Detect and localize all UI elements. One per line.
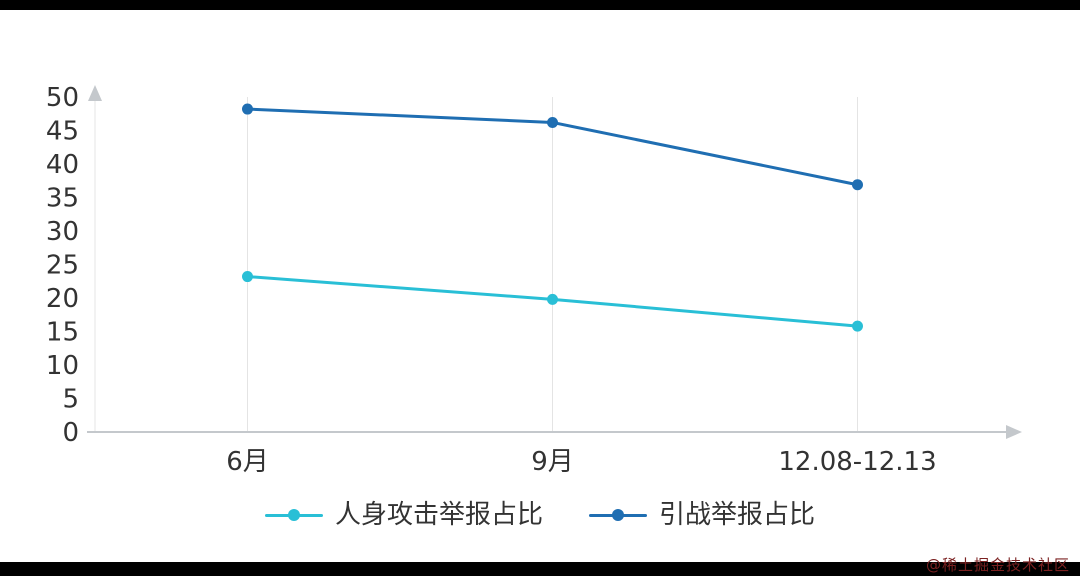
y-tick-label: 30 <box>46 217 79 247</box>
legend-line-swatch-icon <box>589 509 647 521</box>
y-tick-label: 20 <box>46 284 79 314</box>
y-tick-label: 35 <box>46 184 79 214</box>
data-point <box>852 179 863 191</box>
legend-label: 人身攻击举报占比 <box>334 500 543 530</box>
x-axis-arrow-icon <box>1006 425 1022 439</box>
legend-dot-icon <box>612 509 624 521</box>
x-tick-label: 12.08-12.13 <box>778 447 936 477</box>
watermark-text: @稀土掘金技术社区 <box>925 556 1070 574</box>
x-tick-label: 9月 <box>531 447 574 477</box>
y-tick-label: 15 <box>46 318 79 348</box>
y-tick-label: 25 <box>46 251 79 281</box>
y-tick-label: 5 <box>62 385 79 415</box>
legend-label: 引战举报占比 <box>659 500 816 530</box>
data-point <box>547 293 558 305</box>
y-tick-label: 50 <box>46 83 79 113</box>
data-point <box>242 271 253 283</box>
chart-legend: 人身攻击举报占比 引战举报占比 <box>0 502 1080 528</box>
legend-item-flamewar-reports[interactable]: 引战举报占比 <box>589 502 815 528</box>
top-letterbox-bar <box>0 0 1080 10</box>
bottom-letterbox-bar <box>0 562 1080 576</box>
legend-dot-icon <box>287 509 300 521</box>
data-point <box>852 320 863 332</box>
data-point <box>242 103 253 115</box>
y-axis-arrow-icon <box>88 85 102 101</box>
x-tick-label: 6月 <box>226 447 269 477</box>
y-tick-label: 40 <box>46 150 79 180</box>
legend-item-personal-attack-reports[interactable]: 人身攻击举报占比 <box>264 500 543 530</box>
y-tick-label: 0 <box>62 418 79 448</box>
legend-line-swatch-icon <box>264 509 323 521</box>
y-tick-label: 10 <box>46 351 79 381</box>
data-point <box>547 116 558 128</box>
y-tick-label: 45 <box>46 117 79 147</box>
